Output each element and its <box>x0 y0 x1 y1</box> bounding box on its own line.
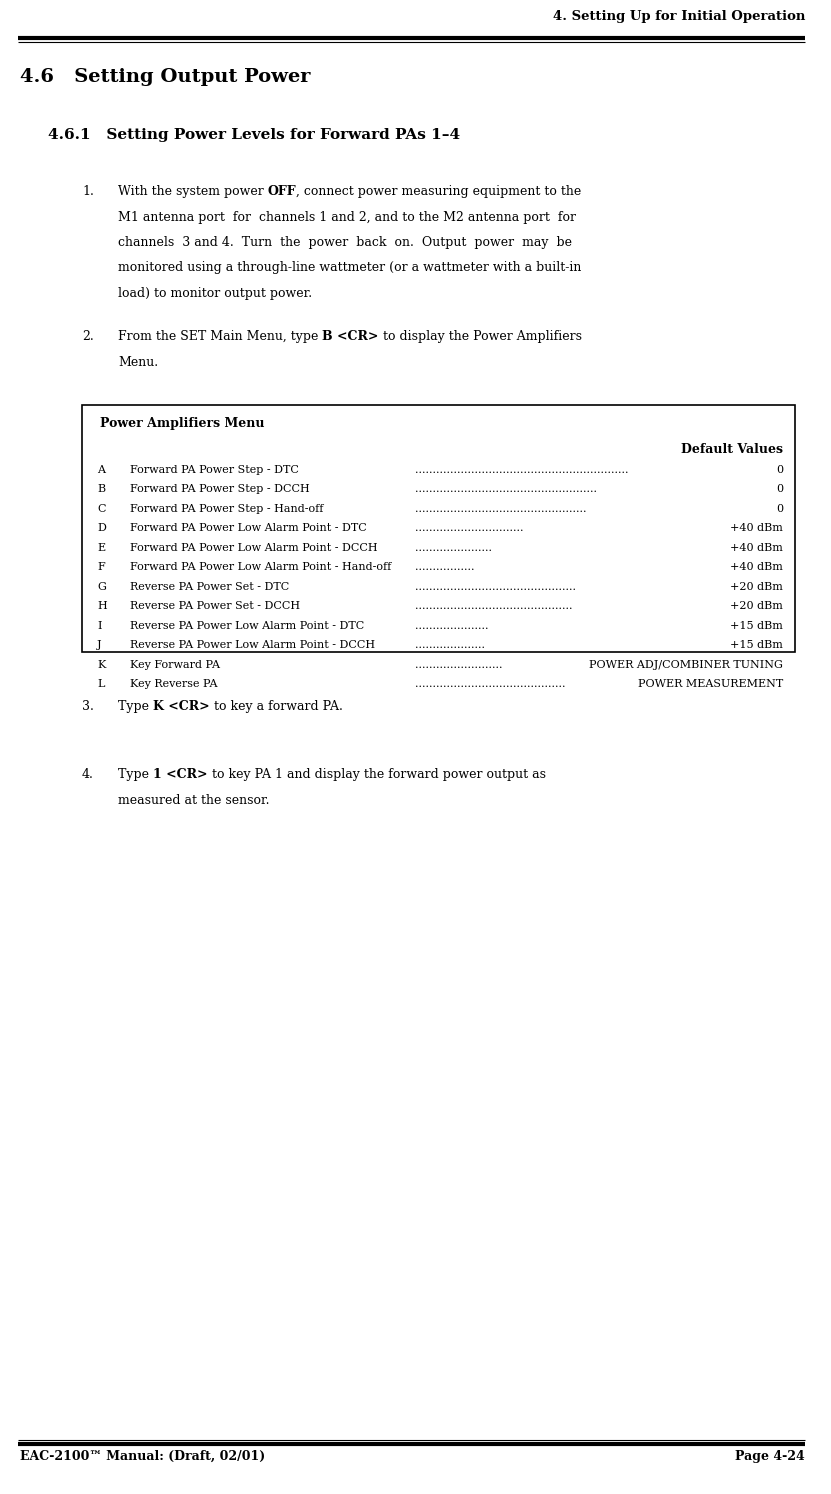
Text: +15 dBm: +15 dBm <box>730 622 783 630</box>
Text: .............................................: ........................................… <box>415 602 573 611</box>
Text: POWER ADJ/COMBINER TUNING: POWER ADJ/COMBINER TUNING <box>589 660 783 669</box>
Text: .................: ................. <box>415 563 475 572</box>
Text: Reverse PA Power Low Alarm Point - DCCH: Reverse PA Power Low Alarm Point - DCCH <box>130 641 375 650</box>
Text: C: C <box>97 503 106 514</box>
Text: ......................: ...................... <box>415 542 492 553</box>
Text: 4.6   Setting Output Power: 4.6 Setting Output Power <box>20 69 311 87</box>
Text: 2.: 2. <box>82 330 94 344</box>
Text: channels  3 and 4.  Turn  the  power  back  on.  Output  power  may  be: channels 3 and 4. Turn the power back on… <box>118 236 572 249</box>
Text: to key PA 1 and display the forward power output as: to key PA 1 and display the forward powe… <box>208 768 545 781</box>
Text: 3.: 3. <box>82 701 94 713</box>
Text: B: B <box>97 484 106 495</box>
Text: load) to monitor output power.: load) to monitor output power. <box>118 287 312 300</box>
Text: Page 4-24: Page 4-24 <box>735 1451 805 1463</box>
Text: .................................................: ........................................… <box>415 503 587 514</box>
Text: A: A <box>97 465 105 475</box>
Text: POWER MEASUREMENT: POWER MEASUREMENT <box>637 680 783 690</box>
Text: 0: 0 <box>776 465 783 475</box>
Text: 1 <CR>: 1 <CR> <box>153 768 208 781</box>
Text: Key Forward PA: Key Forward PA <box>130 660 224 669</box>
Text: Key Reverse PA: Key Reverse PA <box>130 680 218 690</box>
Text: B <CR>: B <CR> <box>322 330 379 344</box>
Text: 4.: 4. <box>82 768 94 781</box>
Text: ....................................................: ........................................… <box>415 484 597 495</box>
Text: , connect power measuring equipment to the: , connect power measuring equipment to t… <box>297 185 582 199</box>
Text: to display the Power Amplifiers: to display the Power Amplifiers <box>379 330 582 344</box>
Text: ..............................................: ........................................… <box>415 583 576 592</box>
Text: .............................................................: ........................................… <box>415 465 628 475</box>
Text: measured at the sensor.: measured at the sensor. <box>118 793 269 807</box>
Text: 4.6.1   Setting Power Levels for Forward PAs 1–4: 4.6.1 Setting Power Levels for Forward P… <box>48 128 460 142</box>
Text: Forward PA Power Low Alarm Point - DCCH: Forward PA Power Low Alarm Point - DCCH <box>130 542 381 553</box>
Text: K <CR>: K <CR> <box>153 701 209 713</box>
Text: 0: 0 <box>776 484 783 495</box>
Text: Reverse PA Power Set - DCCH: Reverse PA Power Set - DCCH <box>130 602 300 611</box>
Text: 0: 0 <box>776 503 783 514</box>
Text: monitored using a through-line wattmeter (or a wattmeter with a built-in: monitored using a through-line wattmeter… <box>118 261 582 275</box>
Text: ....................: .................... <box>415 641 485 650</box>
Text: .....................: ..................... <box>415 622 489 630</box>
Text: +40 dBm: +40 dBm <box>730 542 783 553</box>
Text: 1.: 1. <box>82 185 94 199</box>
FancyBboxPatch shape <box>82 405 795 651</box>
Text: Reverse PA Power Set - DTC: Reverse PA Power Set - DTC <box>130 583 293 592</box>
Text: +20 dBm: +20 dBm <box>730 602 783 611</box>
Text: .........................: ......................... <box>415 660 503 669</box>
Text: Type: Type <box>118 768 153 781</box>
Text: EAC-2100™ Manual: (Draft, 02/01): EAC-2100™ Manual: (Draft, 02/01) <box>20 1451 265 1463</box>
Text: Forward PA Power Low Alarm Point - Hand-off: Forward PA Power Low Alarm Point - Hand-… <box>130 563 395 572</box>
Text: From the SET Main Menu, type: From the SET Main Menu, type <box>118 330 322 344</box>
Text: F: F <box>97 563 105 572</box>
Text: H: H <box>97 602 106 611</box>
Text: M1 antenna port  for  channels 1 and 2, and to the M2 antenna port  for: M1 antenna port for channels 1 and 2, an… <box>118 211 576 224</box>
Text: G: G <box>97 583 106 592</box>
Text: +40 dBm: +40 dBm <box>730 563 783 572</box>
Text: Reverse PA Power Low Alarm Point - DTC: Reverse PA Power Low Alarm Point - DTC <box>130 622 368 630</box>
Text: Default Values: Default Values <box>681 444 783 456</box>
Text: K: K <box>97 660 106 669</box>
Text: Forward PA Power Step - DCCH: Forward PA Power Step - DCCH <box>130 484 313 495</box>
Text: Forward PA Power Step - Hand-off: Forward PA Power Step - Hand-off <box>130 503 327 514</box>
Text: D: D <box>97 523 106 533</box>
Text: Type: Type <box>118 701 153 713</box>
Text: Menu.: Menu. <box>118 356 158 369</box>
Text: to key a forward PA.: to key a forward PA. <box>209 701 342 713</box>
Text: ...........................................: ........................................… <box>415 680 566 690</box>
Text: Forward PA Power Step - DTC: Forward PA Power Step - DTC <box>130 465 299 475</box>
Text: With the system power: With the system power <box>118 185 268 199</box>
Text: E: E <box>97 542 106 553</box>
Text: J: J <box>97 641 101 650</box>
Text: +15 dBm: +15 dBm <box>730 641 783 650</box>
Text: L: L <box>97 680 105 690</box>
Text: Forward PA Power Low Alarm Point - DTC: Forward PA Power Low Alarm Point - DTC <box>130 523 366 533</box>
Text: OFF: OFF <box>268 185 297 199</box>
Text: +20 dBm: +20 dBm <box>730 583 783 592</box>
Text: Power Amplifiers Menu: Power Amplifiers Menu <box>100 417 264 430</box>
Text: +40 dBm: +40 dBm <box>730 523 783 533</box>
Text: 4. Setting Up for Initial Operation: 4. Setting Up for Initial Operation <box>553 10 805 22</box>
Text: ...............................: ............................... <box>415 523 524 533</box>
Text: I: I <box>97 622 101 630</box>
